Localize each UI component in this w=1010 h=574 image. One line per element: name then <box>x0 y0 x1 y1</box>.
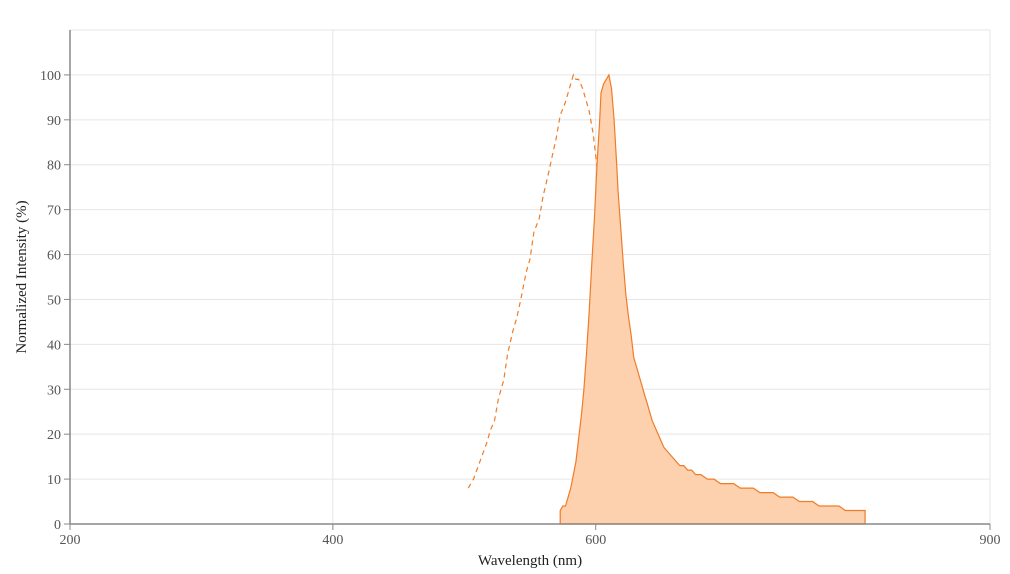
x-axis-title: Wavelength (nm) <box>478 553 582 569</box>
x-tick-label: 600 <box>585 533 606 548</box>
emission-line <box>559 73 866 525</box>
y-axis-title: Normalized Intensity (%) <box>14 200 30 353</box>
y-tick-label: 60 <box>47 249 61 264</box>
y-tick-label: 0 <box>54 518 61 533</box>
y-tick-label: 20 <box>47 428 61 443</box>
series-layer <box>467 73 866 525</box>
axis-layer: 0 10 20 30 40 50 60 70 80 90 100 200 400 600 900 <box>40 30 1001 548</box>
emission-area-fill <box>560 74 866 525</box>
y-tick-label: 50 <box>47 293 61 308</box>
y-tick-label: 70 <box>47 204 61 219</box>
x-tick-label: 400 <box>322 533 343 548</box>
y-tick-label: 30 <box>47 383 61 398</box>
x-tick-label: 900 <box>980 533 1001 548</box>
x-tick-label: 200 <box>60 533 81 548</box>
y-tick-label: 80 <box>47 159 61 174</box>
grid-layer <box>70 29 991 524</box>
y-tick-label: 40 <box>47 338 61 353</box>
y-tick-label: 90 <box>47 114 61 129</box>
y-tick-label: 100 <box>40 69 61 84</box>
y-tick-label: 10 <box>47 473 61 488</box>
